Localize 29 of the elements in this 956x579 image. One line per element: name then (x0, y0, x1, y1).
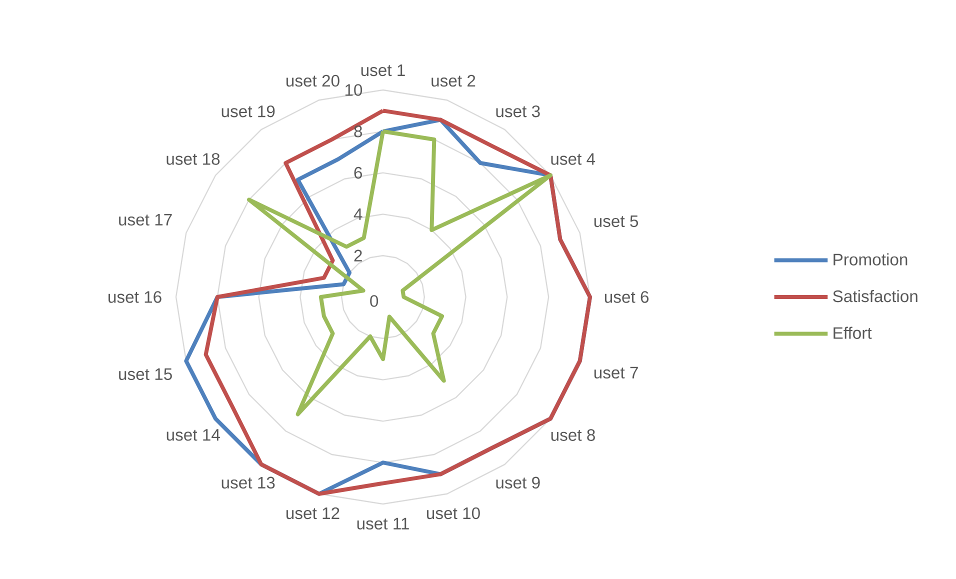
spoke-label: uset 20 (286, 74, 340, 87)
spoke-label: uset 4 (551, 153, 596, 165)
spoke-label: uset 10 (427, 507, 480, 520)
spoke-label: uset 8 (551, 429, 595, 441)
spoke-label: uset 3 (496, 105, 540, 118)
spoke-label: uset 16 (108, 291, 162, 303)
y-tick-label: 6 (354, 166, 362, 179)
legend-label: Effort (834, 326, 872, 339)
spoke-label: uset 5 (594, 215, 638, 228)
spoke-label: uset 15 (119, 368, 172, 380)
legend-label: Promotion (834, 253, 908, 266)
spoke-label: uset 7 (594, 366, 638, 379)
spoke-label: uset 1 (361, 64, 405, 76)
spoke-label: uset 11 (357, 518, 409, 530)
y-tick-label: 8 (354, 126, 362, 138)
y-tick-label: 0 (370, 295, 378, 307)
spoke-label: uset 19 (222, 105, 275, 118)
spoke-label: uset 14 (166, 429, 220, 441)
spoke-label: uset 13 (222, 476, 275, 489)
y-tick-label: 10 (345, 84, 362, 96)
spoke-label: uset 6 (604, 291, 649, 303)
spoke-label: uset 17 (119, 214, 172, 226)
spoke-label: uset 18 (166, 153, 220, 165)
spoke-label: uset 9 (496, 476, 540, 489)
spoke-label: uset 12 (286, 507, 340, 520)
legend-label: Satisfaction (833, 290, 918, 302)
y-tick-label: 2 (354, 250, 362, 262)
spoke-label: uset 2 (432, 74, 476, 87)
y-tick-label: 4 (354, 208, 362, 220)
